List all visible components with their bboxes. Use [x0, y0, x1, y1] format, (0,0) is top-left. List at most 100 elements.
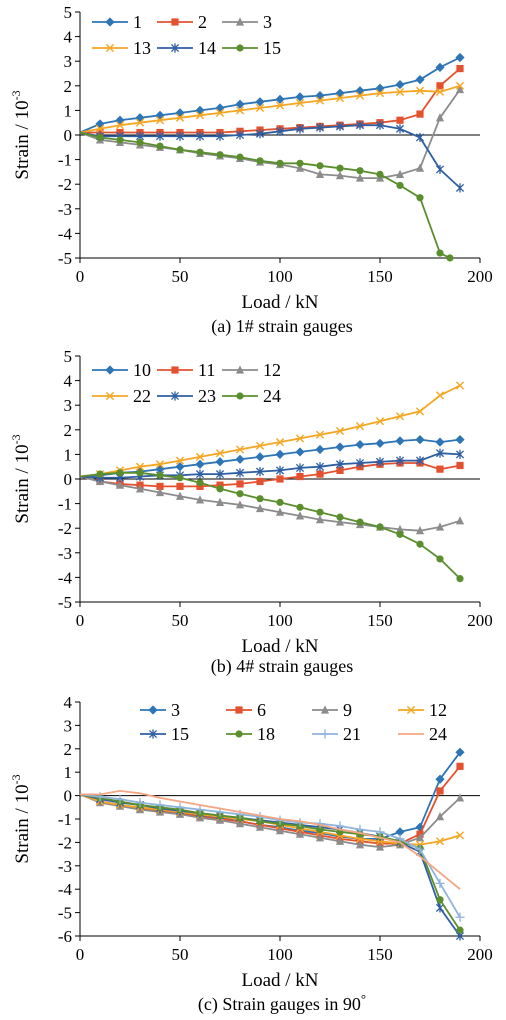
data-point-b-11	[256, 477, 264, 486]
x-tick-label-b: 150	[367, 611, 393, 630]
data-point-a-15	[236, 153, 244, 161]
legend-label-c-3: 3	[171, 700, 180, 720]
data-point-b-23	[375, 457, 385, 467]
data-point-c-18	[316, 825, 324, 834]
x-tick-label-a: 150	[367, 267, 393, 286]
caption-c-degree: °	[361, 991, 366, 1006]
data-point-a-15	[256, 157, 264, 165]
data-point-a-14	[455, 183, 465, 193]
data-point-a-13	[95, 124, 105, 133]
data-point-c-6	[456, 762, 464, 770]
data-point-b-23	[315, 462, 325, 472]
data-point-b-12	[275, 507, 285, 516]
y-tick-label-c: 2	[64, 740, 73, 759]
x-tick-label-a: 100	[267, 267, 293, 286]
data-point-b-22	[435, 391, 445, 400]
legend-item-c-15: 15	[140, 724, 189, 744]
y-axis-label-main-b: Strain / 10	[12, 444, 33, 523]
data-point-a-15	[316, 162, 324, 170]
data-point-a-1	[455, 52, 465, 63]
data-point-a-15	[356, 167, 364, 175]
data-point-b-12	[155, 487, 165, 497]
legend-item-b-11: 11	[157, 360, 215, 380]
data-point-b-10	[215, 457, 225, 467]
data-point-b-24	[156, 471, 164, 479]
y-tick-label-a: 5	[64, 3, 73, 22]
y-tick-label-c: 0	[64, 787, 73, 806]
caption-b: (b) 4# strain gauges	[211, 656, 353, 677]
data-point-a-13	[195, 111, 205, 120]
series-c-15	[79, 793, 465, 941]
data-point-a-15	[96, 133, 104, 142]
data-point-a-14	[375, 120, 385, 130]
legend-marker-c-6	[235, 706, 243, 714]
data-point-a-3	[455, 84, 465, 94]
y-tick-label-c: -1	[58, 810, 72, 829]
data-point-b-11	[156, 482, 164, 490]
legend-label-c-6: 6	[257, 700, 266, 720]
legend-marker-b-24	[236, 392, 244, 400]
data-point-b-22	[315, 430, 325, 439]
data-point-c-18	[456, 926, 464, 934]
y-tick-label-a: 1	[64, 101, 73, 120]
data-point-a-14	[215, 131, 225, 141]
legend-marker-a-3	[235, 17, 245, 26]
data-point-b-22	[355, 422, 365, 431]
y-axis-label-exp-b: -3	[9, 434, 23, 444]
data-point-b-11	[296, 472, 304, 481]
x-tick-label-c: 50	[172, 945, 189, 964]
data-point-a-3	[295, 163, 305, 172]
data-point-c-9	[315, 833, 325, 842]
y-axis-label-c: Strain / 10-3	[9, 774, 33, 863]
series-c-18	[79, 793, 464, 934]
data-point-a-2	[436, 82, 444, 90]
data-point-b-10	[255, 452, 265, 462]
legend-item-a-2: 2	[157, 12, 207, 32]
series-c-21	[79, 792, 465, 922]
legend-marker-c-21	[320, 729, 330, 739]
y-tick-label-c: 4	[64, 693, 73, 712]
legend-marker-c-18	[235, 730, 243, 738]
legend-label-b-12: 12	[263, 360, 281, 380]
data-point-c-21	[435, 878, 445, 888]
data-point-c-21	[375, 827, 385, 837]
legend-marker-c-15	[148, 729, 158, 739]
data-point-a-1	[175, 108, 185, 118]
x-tick-label-a: 50	[172, 267, 189, 286]
data-point-b-24	[376, 523, 384, 531]
y-tick-label-b: 2	[64, 421, 73, 440]
data-point-b-24	[336, 513, 344, 521]
legend-label-c-12: 12	[429, 700, 447, 720]
data-point-a-1	[435, 62, 445, 72]
y-axis-label-main-c: Strain / 10	[12, 784, 33, 863]
data-point-a-14	[195, 131, 205, 141]
x-tick-label-b: 100	[267, 611, 293, 630]
series-line-c-24	[80, 790, 461, 890]
data-point-c-6	[436, 787, 444, 795]
data-point-a-3	[415, 163, 425, 172]
data-point-a-15	[136, 138, 144, 146]
legend-item-c-9: 9	[312, 700, 352, 720]
data-point-a-13	[435, 87, 445, 97]
data-point-a-1	[235, 99, 245, 109]
data-point-a-14	[155, 131, 165, 141]
legend-item-c-18: 18	[226, 724, 275, 744]
series-line-b-12	[79, 475, 461, 532]
data-point-b-11	[236, 480, 244, 488]
data-point-b-23	[195, 469, 205, 479]
data-point-a-1	[375, 83, 385, 93]
data-point-c-9	[435, 812, 445, 821]
y-axis-label-exp-a: -3	[9, 90, 23, 100]
data-point-b-23	[335, 459, 345, 469]
y-tick-label-b: -5	[58, 593, 72, 612]
data-point-a-15	[196, 148, 204, 156]
series-line-b-23	[79, 452, 461, 479]
data-point-a-15	[396, 181, 404, 190]
data-point-a-15	[296, 159, 304, 167]
legend-label-c-21: 21	[343, 724, 361, 744]
y-tick-label-c: -5	[58, 904, 72, 923]
data-point-b-11	[456, 461, 464, 470]
y-tick-label-a: -3	[58, 200, 72, 219]
y-tick-label-c: -2	[58, 833, 72, 852]
